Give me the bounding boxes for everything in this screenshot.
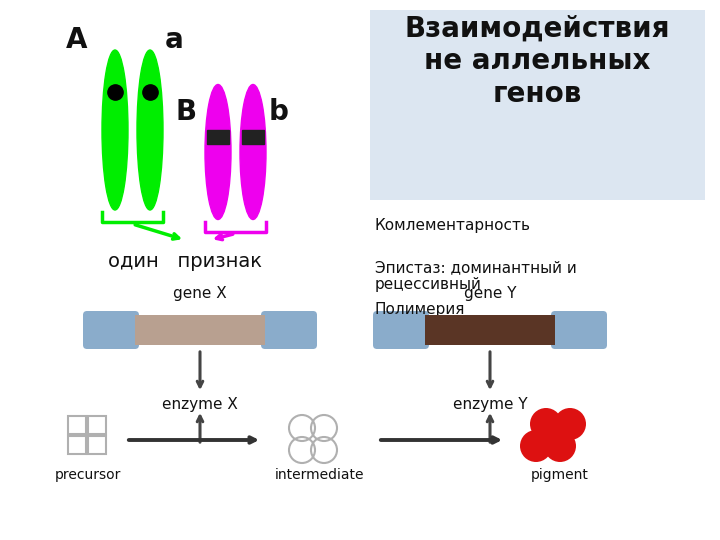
FancyBboxPatch shape	[83, 311, 139, 349]
Text: Комлементарность: Комлементарность	[375, 218, 531, 233]
FancyBboxPatch shape	[261, 311, 317, 349]
Text: a: a	[165, 26, 184, 54]
Bar	[135, 315, 265, 345]
Ellipse shape	[205, 84, 231, 219]
Bar	[88, 416, 106, 434]
Text: gene Y: gene Y	[464, 286, 516, 301]
Text: intermediate: intermediate	[275, 468, 365, 482]
FancyBboxPatch shape	[551, 311, 607, 349]
FancyBboxPatch shape	[370, 10, 705, 200]
Text: Взаимодействия
не аллельных
генов: Взаимодействия не аллельных генов	[405, 15, 670, 108]
Ellipse shape	[137, 50, 163, 210]
Text: enzyme Y: enzyme Y	[453, 397, 527, 412]
FancyBboxPatch shape	[373, 311, 429, 349]
Bar	[68, 436, 86, 454]
Text: gene X: gene X	[173, 286, 227, 301]
Text: Полимерия: Полимерия	[375, 302, 465, 317]
Text: b: b	[269, 98, 289, 126]
Bar	[207, 130, 229, 144]
Circle shape	[544, 430, 576, 462]
Circle shape	[530, 408, 562, 440]
Bar	[425, 315, 555, 345]
Circle shape	[520, 430, 552, 462]
Ellipse shape	[102, 50, 128, 210]
Bar	[242, 130, 264, 144]
Text: Эпистаз: доминантный и
рецессивный: Эпистаз: доминантный и рецессивный	[375, 260, 577, 292]
Bar	[68, 416, 86, 434]
Text: один   признак: один признак	[108, 252, 262, 271]
Text: enzyme X: enzyme X	[162, 397, 238, 412]
Circle shape	[554, 408, 586, 440]
Bar	[88, 436, 106, 454]
Text: pigment: pigment	[531, 468, 589, 482]
Ellipse shape	[240, 84, 266, 219]
Text: precursor: precursor	[55, 468, 121, 482]
Text: A: A	[66, 26, 88, 54]
Text: B: B	[176, 98, 197, 126]
